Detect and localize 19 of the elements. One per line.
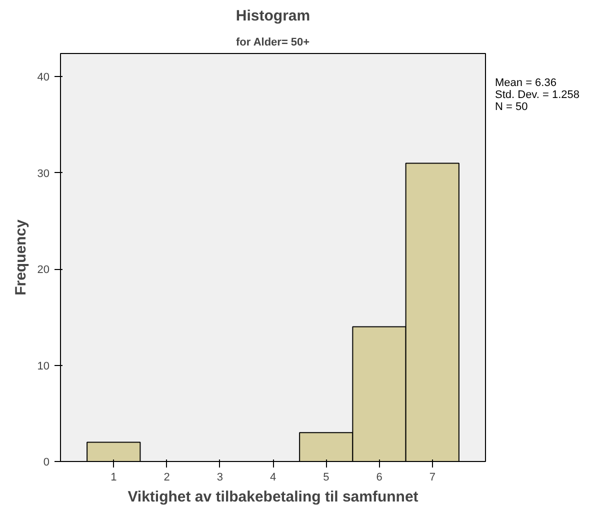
chart-title: Histogram (236, 8, 310, 24)
y-tick-label: 0 (43, 456, 50, 468)
chart-subtitle: for Alder= 50+ (236, 36, 310, 48)
text: Mean = 6.36 (495, 77, 558, 89)
x-tick-label: 1 (110, 472, 117, 484)
x-tick-label: 6 (376, 472, 382, 484)
y-axis-title: Frequency (12, 218, 30, 296)
y-tick-label: 30 (37, 168, 50, 180)
x-tick-label: 7 (429, 472, 436, 484)
y-tick-label: 40 (37, 72, 50, 84)
text: N = 50 (495, 101, 529, 113)
x-tick-label: 2 (164, 472, 170, 484)
x-tick-label: 5 (323, 472, 330, 484)
x-tick-label: 3 (216, 472, 223, 484)
y-tick-label: 10 (37, 360, 50, 372)
text: Std. Dev. = 1.258 (495, 89, 580, 101)
y-tick-label: 20 (37, 264, 50, 276)
x-axis-title: Viktighet av tilbakebetaling til samfunnet (128, 488, 418, 506)
x-tick-label: 4 (270, 472, 276, 484)
